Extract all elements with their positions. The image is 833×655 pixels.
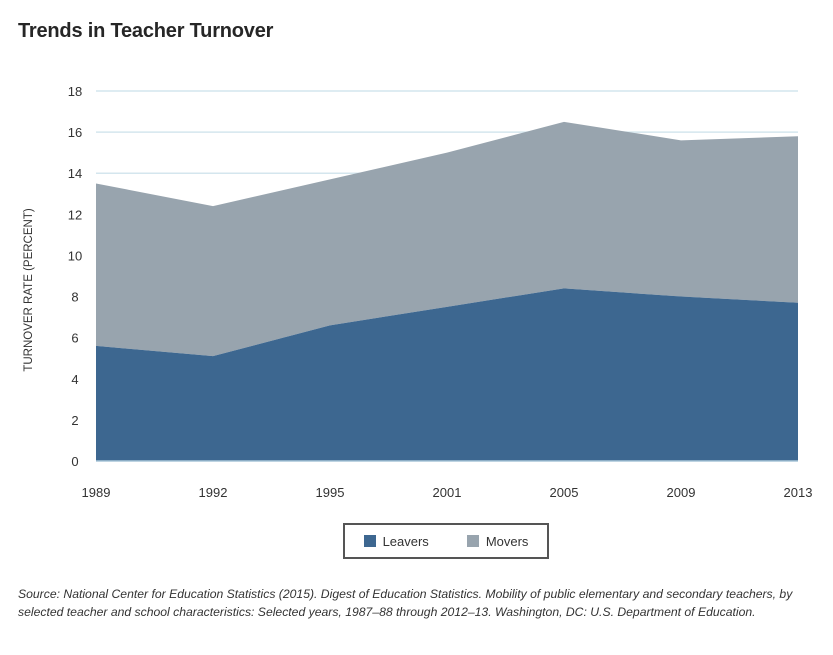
y-tick-label: 12: [68, 207, 82, 222]
chart-title: Trends in Teacher Turnover: [18, 20, 274, 42]
x-tick-label: 2005: [550, 485, 579, 500]
legend-item-leavers: Leavers: [363, 533, 429, 549]
x-tick-label: 2001: [433, 485, 462, 500]
y-tick-label: 0: [71, 454, 78, 469]
y-tick-label: 6: [71, 331, 78, 346]
source-note: Source: National Center for Education St…: [18, 587, 793, 619]
y-tick-label: 18: [68, 84, 82, 99]
y-tick-label: 2: [71, 413, 78, 428]
y-tick-label: 16: [68, 125, 82, 140]
movers-area: [96, 121, 798, 357]
x-tick-label: 1989: [82, 485, 111, 500]
legend-label-leavers: Leavers: [382, 533, 429, 549]
movers-swatch-icon: [466, 535, 479, 547]
x-tick-label: 2013: [784, 485, 813, 500]
leavers-area: [96, 288, 798, 461]
legend: Leavers Movers: [343, 523, 549, 559]
legend-label-movers: Movers: [485, 533, 529, 549]
x-tick-label: 2009: [667, 485, 696, 500]
x-tick-label: 1992: [199, 485, 228, 500]
legend-item-movers: Movers: [466, 533, 529, 549]
y-axis-title: TURNOVER RATE (PERCENT): [23, 208, 35, 372]
y-tick-label: 10: [68, 248, 82, 263]
y-tick-label: 8: [71, 290, 78, 305]
y-tick-label: 4: [71, 372, 78, 387]
y-tick-label: 14: [68, 166, 82, 181]
leavers-swatch-icon: [363, 535, 376, 547]
x-tick-label: 1995: [316, 485, 345, 500]
stacked-area-chart: 0 2 4 6 8 10 12 14 16 18 1989 1992 1995 2001 2005 2009 2…: [23, 84, 813, 500]
